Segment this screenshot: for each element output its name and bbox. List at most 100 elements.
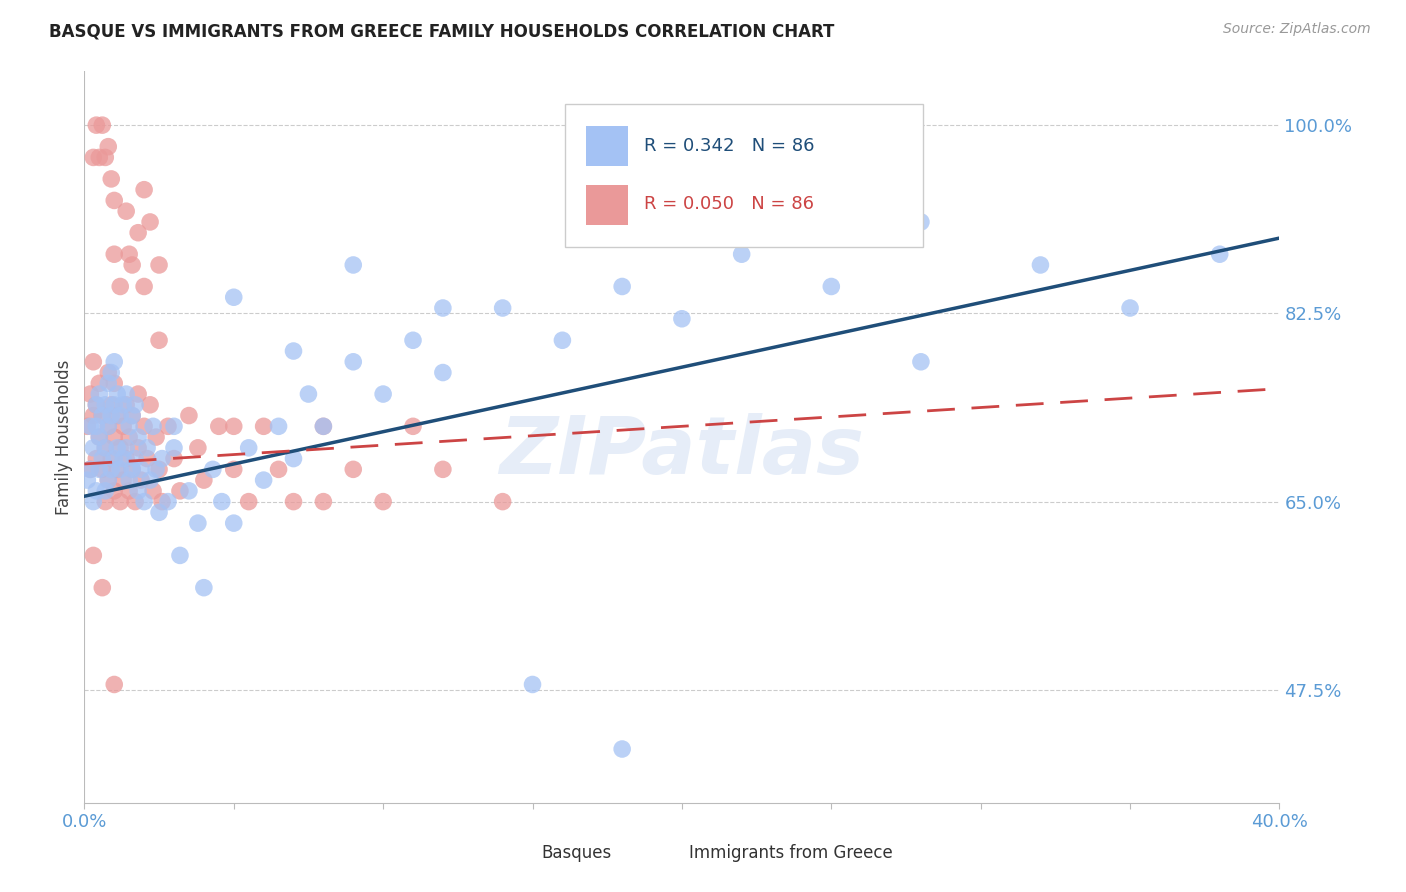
Point (150, 494, 173, 508)
Point (177, 483, 200, 498)
Point (148, 505, 170, 519)
Point (103, 376, 125, 391)
Point (402, 333, 425, 347)
Point (79, 387, 101, 401)
Text: R = 0.050   N = 86: R = 0.050 N = 86 (644, 195, 814, 213)
Point (222, 419, 245, 434)
Point (312, 419, 335, 434)
Point (148, 462, 170, 476)
Point (139, 215, 162, 229)
Point (94, 398, 117, 412)
Point (612, 279, 634, 293)
Point (522, 677, 544, 691)
Point (187, 516, 209, 530)
Point (373, 494, 395, 508)
Point (86, 419, 108, 434)
Point (267, 462, 290, 476)
Point (110, 494, 132, 508)
Point (121, 462, 143, 476)
Point (132, 183, 156, 197)
Point (103, 451, 125, 466)
Point (91, 409, 114, 423)
Point (129, 473, 152, 487)
Point (115, 398, 138, 412)
Point (148, 258, 170, 272)
Point (103, 194, 125, 208)
Point (910, 355, 932, 369)
Point (94, 483, 117, 498)
Point (169, 483, 191, 498)
Point (91, 409, 114, 423)
Point (112, 398, 135, 412)
Point (82, 355, 104, 369)
Point (110, 462, 132, 476)
Point (82, 441, 104, 455)
Text: BASQUE VS IMMIGRANTS FROM GREECE FAMILY HOUSEHOLDS CORRELATION CHART: BASQUE VS IMMIGRANTS FROM GREECE FAMILY … (49, 22, 835, 40)
Point (150, 451, 173, 466)
Point (121, 258, 143, 272)
Point (127, 430, 149, 444)
Point (94, 441, 117, 455)
Point (342, 355, 364, 369)
Point (612, 742, 634, 756)
Point (86, 118, 108, 132)
Point (94, 494, 117, 508)
Point (112, 451, 135, 466)
Point (82, 494, 104, 508)
Point (157, 494, 180, 508)
Point (100, 409, 122, 423)
Point (671, 311, 693, 326)
Text: Basques: Basques (541, 844, 612, 863)
Point (142, 483, 165, 498)
Point (110, 279, 132, 293)
Text: Immigrants from Greece: Immigrants from Greece (689, 844, 893, 863)
Point (127, 483, 149, 498)
Point (222, 462, 245, 476)
Point (94, 150, 117, 164)
Point (201, 462, 224, 476)
Point (163, 419, 186, 434)
Point (97, 419, 120, 434)
Point (105, 441, 128, 455)
Point (492, 494, 515, 508)
Point (105, 387, 128, 401)
Point (402, 419, 425, 434)
Point (82, 409, 104, 423)
Point (157, 419, 180, 434)
Point (432, 462, 454, 476)
Point (187, 441, 209, 455)
Bar (509, 842, 534, 866)
Point (82, 150, 104, 164)
Point (193, 581, 215, 595)
Point (127, 226, 149, 240)
Point (253, 473, 276, 487)
Point (163, 441, 186, 455)
Point (283, 451, 305, 466)
Point (112, 473, 135, 487)
Point (89, 430, 111, 444)
Point (238, 494, 260, 508)
Point (283, 494, 305, 508)
Point (432, 301, 454, 315)
Point (177, 409, 200, 423)
Point (100, 451, 122, 466)
Point (97, 376, 120, 391)
Text: Source: ZipAtlas.com: Source: ZipAtlas.com (1223, 22, 1371, 37)
Point (105, 462, 128, 476)
Point (132, 494, 156, 508)
Point (820, 279, 842, 293)
Point (89, 376, 111, 391)
Point (551, 333, 574, 347)
Point (222, 516, 245, 530)
Point (163, 451, 186, 466)
Point (103, 247, 125, 261)
Point (169, 549, 191, 563)
Point (132, 419, 156, 434)
Point (100, 366, 122, 380)
Point (267, 419, 290, 434)
Point (89, 430, 111, 444)
Point (124, 451, 146, 466)
Point (89, 150, 111, 164)
Point (121, 462, 143, 476)
Bar (586, 185, 628, 225)
